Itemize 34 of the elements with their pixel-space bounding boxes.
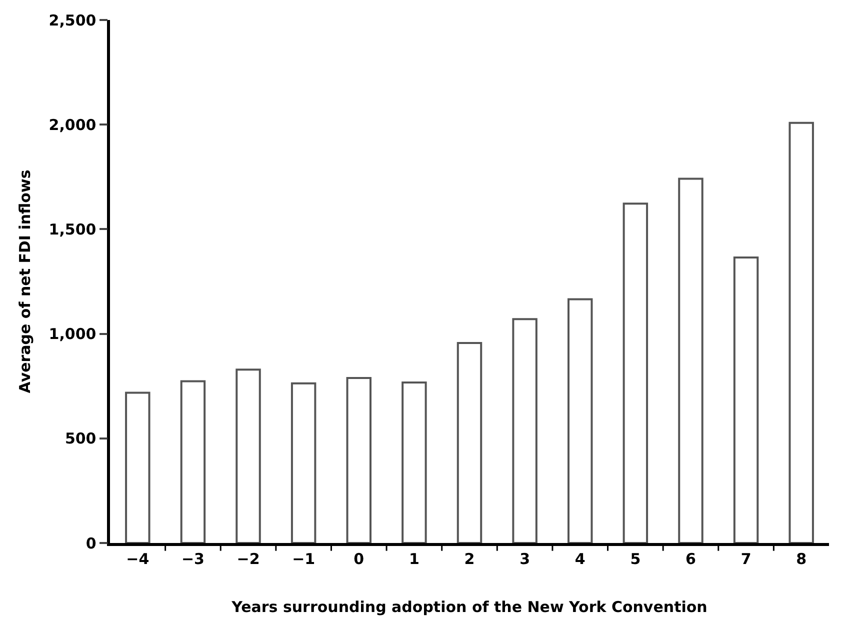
bar [290,382,316,543]
x-tick-label: 0 [354,550,364,568]
x-tick-label: −2 [236,550,260,568]
y-tick-label: 0 [86,534,96,552]
x-tick-label: 8 [796,550,807,568]
bar [622,202,648,543]
bar [678,178,704,543]
x-tick-label: 2 [464,550,475,568]
y-tick-label: 1,000 [48,325,96,344]
bar [456,342,482,543]
y-tick-label: 2,000 [48,116,96,134]
y-axis-title: Average of net FDI inflows [16,170,34,394]
bar [346,376,372,543]
bar [733,256,759,543]
y-tick-label: 2,500 [48,11,96,30]
x-tick-label: 1 [408,550,420,568]
x-tick-label: 6 [686,550,696,568]
y-tick-label: 1,500 [48,220,96,238]
x-tick-label: 7 [740,550,752,568]
x-tick-label: 4 [574,550,586,568]
bar [788,122,814,543]
bar [180,380,206,543]
x-tick-label: −1 [292,550,316,568]
x-axis-title: Years surrounding adoption of the New York Convention [230,598,708,616]
bar [568,298,593,543]
y-tick-label: 500 [64,430,96,448]
bar [125,392,150,543]
bar [236,368,261,543]
x-tick-label: −4 [126,550,150,568]
bar [512,318,538,543]
bar [402,382,427,543]
x-tick-label: −3 [181,550,204,568]
x-tick-label: 5 [630,550,641,568]
x-tick-label: 3 [520,550,530,568]
